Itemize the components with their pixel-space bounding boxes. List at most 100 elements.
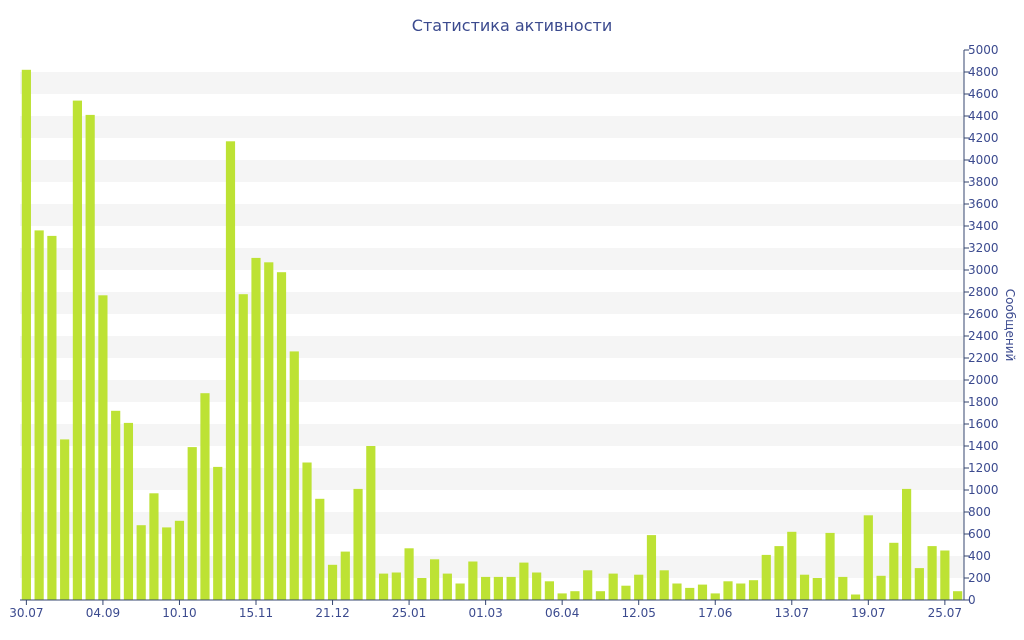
bar <box>544 581 554 600</box>
y-tick-label: 200 <box>968 571 991 585</box>
grid-band <box>20 160 964 182</box>
y-tick-label: 4800 <box>968 65 999 79</box>
y-tick-label: 3600 <box>968 197 999 211</box>
x-tick-label: 01.03 <box>468 606 502 620</box>
y-tick-label: 3400 <box>968 219 999 233</box>
y-tick-label: 2000 <box>968 373 999 387</box>
bar <box>646 535 657 600</box>
grid-band <box>20 116 964 138</box>
grid-band <box>20 204 964 226</box>
bar <box>634 574 644 600</box>
chart-title: Статистика активности <box>412 16 612 35</box>
bar <box>621 585 631 600</box>
y-tick-label: 1800 <box>968 395 999 409</box>
bar <box>876 575 886 600</box>
bar <box>98 295 108 600</box>
grid-band <box>20 380 964 402</box>
y-tick-label: 1600 <box>968 417 999 431</box>
x-tick-label: 12.05 <box>622 606 656 620</box>
grid-band <box>20 468 964 490</box>
bar <box>787 531 797 600</box>
bar <box>72 100 82 600</box>
bar <box>417 578 427 600</box>
bar <box>289 351 299 600</box>
bar <box>251 257 261 600</box>
bar <box>608 573 618 600</box>
bar <box>47 235 57 600</box>
bar <box>481 576 491 600</box>
bar <box>276 272 287 600</box>
y-tick-label: 5000 <box>968 43 999 57</box>
bar <box>378 573 389 600</box>
y-tick-label: 4200 <box>968 131 999 145</box>
bar <box>21 69 31 601</box>
bar <box>519 562 529 600</box>
x-tick-label: 25.01 <box>392 606 426 620</box>
y-tick-label: 1000 <box>968 483 999 497</box>
grid-band <box>20 424 964 446</box>
bar <box>353 488 363 600</box>
bar <box>225 141 236 601</box>
bar <box>111 410 121 600</box>
bar <box>697 584 708 600</box>
bar <box>799 574 810 600</box>
bar <box>85 114 95 601</box>
x-tick-label: 13.07 <box>775 606 809 620</box>
bar <box>902 488 912 600</box>
x-tick-label: 21.12 <box>315 606 349 620</box>
y-tick-label: 2600 <box>968 307 999 321</box>
x-tick-label: 25.07 <box>928 606 962 620</box>
bar <box>264 262 274 600</box>
x-tick-label: 06.04 <box>545 606 579 620</box>
grid-bands <box>20 72 964 578</box>
y-tick-label: 2800 <box>968 285 999 299</box>
bar <box>570 591 580 600</box>
y-tick-label: 3800 <box>968 175 999 189</box>
bar <box>532 572 542 600</box>
grid-band <box>20 292 964 314</box>
x-tick-label: 15.11 <box>239 606 273 620</box>
bar <box>825 532 835 600</box>
x-tick-label: 04.09 <box>86 606 120 620</box>
bar <box>366 446 376 600</box>
y-tick-label: 600 <box>968 527 991 541</box>
bar <box>748 580 759 600</box>
grid-band <box>20 72 964 94</box>
bar <box>557 593 567 600</box>
bar <box>302 462 312 600</box>
bar <box>710 593 720 600</box>
bar <box>736 583 746 600</box>
bar <box>774 546 784 600</box>
y-tick-label: 0 <box>968 593 976 607</box>
bar <box>659 570 669 600</box>
bar <box>327 564 338 600</box>
grid-band <box>20 336 964 358</box>
bar <box>187 447 197 600</box>
bar <box>914 568 924 600</box>
bar <box>506 576 516 600</box>
bar <box>812 578 822 600</box>
grid-band <box>20 512 964 534</box>
x-axis-ticks: 30.07 04.09 10.10 15.11 21.12 25.01 01.03 06.04… <box>9 600 962 620</box>
y-tick-label: 4600 <box>968 87 999 101</box>
x-tick-label: 30.07 <box>9 606 43 620</box>
bar <box>953 591 963 600</box>
bar <box>162 527 172 600</box>
bar <box>595 591 606 600</box>
y-tick-label: 800 <box>968 505 991 519</box>
grid-band <box>20 556 964 578</box>
x-tick-label: 17.06 <box>698 606 732 620</box>
bar <box>200 393 210 600</box>
y-tick-label: 3000 <box>968 263 999 277</box>
bar <box>149 493 159 600</box>
bar <box>761 554 771 600</box>
y-tick-label: 400 <box>968 549 991 563</box>
y-tick-label: 1400 <box>968 439 999 453</box>
bar <box>174 520 185 600</box>
bar <box>889 542 899 600</box>
bar <box>404 548 414 600</box>
bar <box>863 515 873 600</box>
bar <box>468 561 478 600</box>
bar <box>136 525 146 600</box>
